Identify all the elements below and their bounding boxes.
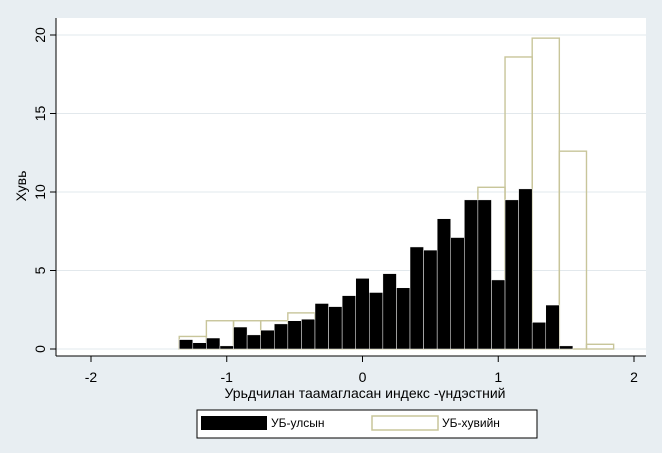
bar-filled bbox=[314, 303, 329, 350]
bar-filled bbox=[287, 320, 302, 350]
bar-filled bbox=[192, 342, 207, 350]
bar-filled bbox=[423, 249, 438, 350]
x-tick-label: -1 bbox=[221, 369, 234, 385]
y-tick-label: 0 bbox=[32, 345, 48, 353]
bar-filled bbox=[450, 237, 465, 350]
legend: УБ-улсын УБ-хувийн bbox=[196, 409, 538, 439]
bar-filled bbox=[328, 306, 343, 350]
bar-filled bbox=[409, 246, 424, 350]
bar-filled bbox=[477, 199, 492, 350]
bar-filled bbox=[491, 279, 506, 350]
y-tick-label: 15 bbox=[32, 106, 48, 122]
y-tick-label: 20 bbox=[32, 27, 48, 43]
legend-swatch-filled bbox=[201, 416, 267, 430]
bar-filled bbox=[219, 345, 234, 350]
bar-filled bbox=[246, 334, 261, 350]
bar-filled bbox=[260, 329, 275, 350]
bar-filled bbox=[355, 278, 370, 350]
bar-filled bbox=[341, 295, 356, 350]
x-tick-label: 1 bbox=[494, 369, 502, 385]
x-ticks: -2 -1 0 1 2 bbox=[85, 356, 638, 385]
bar-filled bbox=[396, 287, 411, 350]
bar-filled bbox=[382, 273, 397, 350]
bar-filled bbox=[545, 304, 560, 350]
bar-outline bbox=[585, 343, 615, 350]
legend-label-outline: УБ-хувийн bbox=[442, 416, 500, 430]
x-tick-label: -2 bbox=[85, 369, 98, 385]
bar-filled bbox=[504, 199, 519, 350]
y-axis-label: Хувь bbox=[13, 171, 29, 202]
bar-filled bbox=[518, 188, 533, 350]
y-tick-label: 5 bbox=[32, 266, 48, 274]
axes bbox=[55, 18, 646, 357]
legend-label-filled: УБ-улсын bbox=[271, 416, 324, 430]
bar-filled bbox=[559, 345, 574, 350]
bar-filled bbox=[369, 292, 384, 350]
series-filled-bars bbox=[178, 188, 574, 350]
bar-filled bbox=[274, 323, 289, 350]
bar-filled bbox=[178, 339, 194, 350]
y-ticks: 0 5 10 15 20 bbox=[32, 27, 56, 353]
bar-filled bbox=[233, 326, 248, 350]
y-tick-label: 10 bbox=[32, 184, 48, 200]
bar-filled bbox=[464, 199, 479, 350]
bar-filled bbox=[436, 218, 451, 350]
x-axis-label: Урьдчилан таамагласан индекс -үндэстний bbox=[225, 385, 506, 401]
x-tick-label: 2 bbox=[630, 369, 638, 385]
bar-filled bbox=[301, 318, 316, 350]
x-tick-label: 0 bbox=[359, 369, 367, 385]
bar-filled bbox=[531, 322, 547, 350]
bar-filled bbox=[206, 337, 221, 350]
legend-swatch-outline bbox=[371, 415, 439, 431]
legend-box bbox=[196, 409, 538, 439]
